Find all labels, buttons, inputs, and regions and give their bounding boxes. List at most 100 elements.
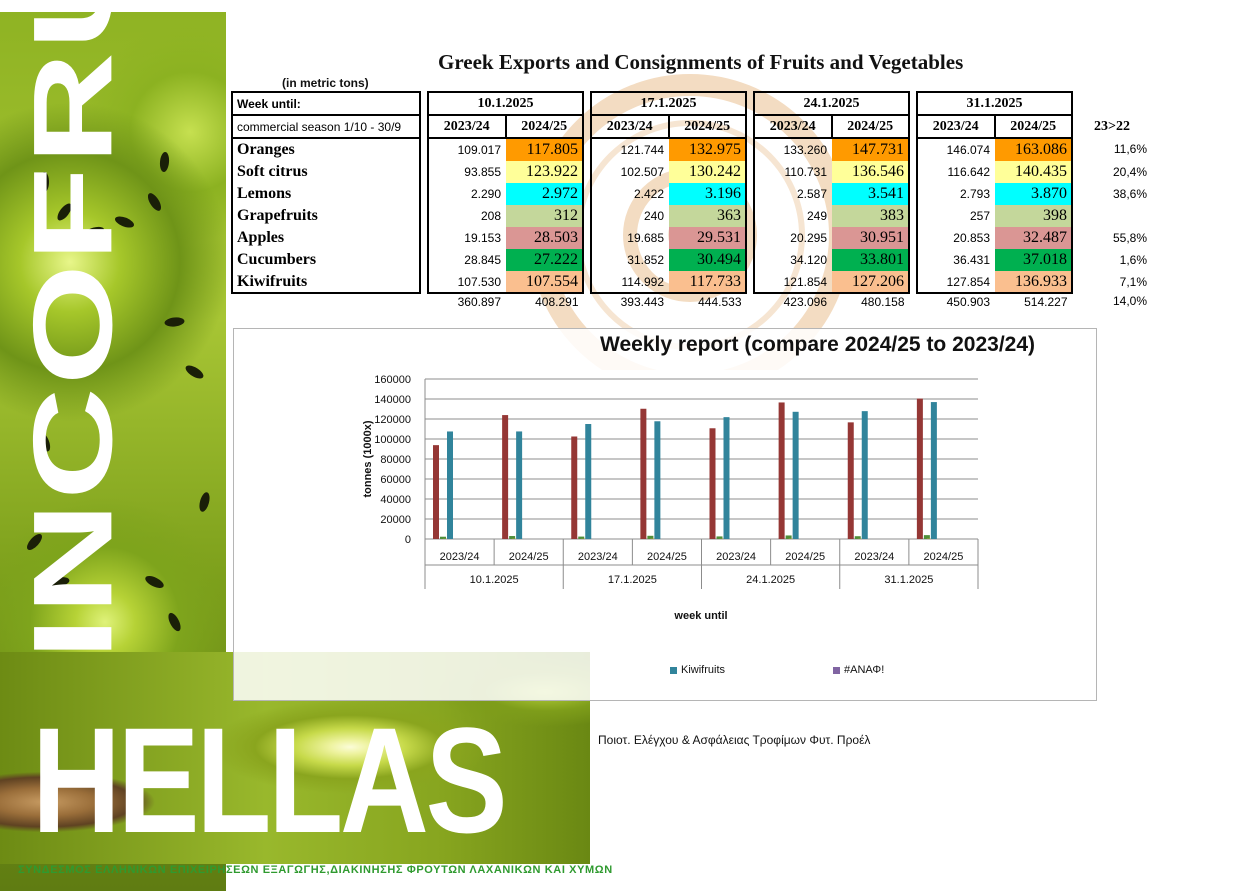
value-2024-25: 30.951 (831, 226, 910, 249)
product-name: Lemons (231, 182, 421, 205)
totals-row: 360.897 408.291 393.443 444.533 423.096 480.1… (232, 293, 1152, 310)
product-name: Apples (231, 226, 421, 249)
week-header: 31.1.2025 (916, 91, 1073, 116)
value-2024-25: 117.733 (668, 270, 747, 294)
kiwi-seed (183, 362, 206, 382)
chart-bar (516, 431, 523, 539)
value-2023-24: 121.744 (590, 138, 669, 161)
chart-bar (578, 536, 585, 539)
value-2023-24: 31.852 (590, 248, 669, 271)
value-2023-24: 28.845 (427, 248, 506, 271)
product-name: Cucumbers (231, 248, 421, 271)
legend-label: #ΑΝΑΦ! (844, 664, 885, 676)
brand-hellas-text: HELLAS (32, 696, 508, 864)
kiwi-seed (159, 151, 170, 173)
value-2023-24: 19.153 (427, 226, 506, 249)
change-value: 55,8% (1112, 230, 1147, 245)
season-header: 2023/24 (753, 114, 833, 139)
season-header: 2023/24 (427, 114, 507, 139)
value-2024-25: 123.922 (505, 160, 584, 183)
chart-bar (640, 408, 647, 539)
chart-bar (916, 398, 923, 539)
product-row: Oranges 109.017 117.805 121.744 132.975 133.2… (231, 138, 1152, 161)
value-2023-24: 257 (916, 204, 995, 227)
total-2024-25: 444.533 (698, 294, 742, 309)
product-row: Grapefruits 208 312 240 363 249 383 257 398 (231, 204, 1152, 227)
week-header: 17.1.2025 (590, 91, 747, 116)
value-2023-24: 116.642 (916, 160, 995, 183)
value-2023-24: 102.507 (590, 160, 669, 183)
weekly-bar-chart: 0 20000 40000 60000 80000 100000 120000 140000 1… (362, 374, 979, 622)
change-value: 38,6% (1112, 186, 1147, 201)
season-header-row: commercial season 1/10 - 30/9 2023/24 20… (231, 114, 1152, 139)
product-row: Kiwifruits 107.530 107.554 114.992 117.733 12… (231, 270, 1152, 294)
change-value: 7,1% (1119, 274, 1147, 289)
association-name: ΣΥΝΔΕΣΜΟΣ ΕΛΛΗΝΙΚΩΝ ΕΠΙΧΕΙΡΗΣΕΩΝ ΕΞΑΓΩΓΗ… (18, 864, 613, 876)
value-2023-24: 107.530 (427, 270, 506, 294)
x-tick-label: 2023/24 (440, 551, 480, 563)
value-2023-24: 110.731 (753, 160, 832, 183)
value-2023-24: 127.854 (916, 270, 995, 294)
kiwi-seed (40, 172, 49, 192)
chart-bar (785, 535, 792, 539)
value-2024-25: 2.972 (505, 182, 584, 205)
y-tick-label: 60000 (380, 474, 411, 486)
product-row: Apples 19.153 28.503 19.685 29.531 20.295 30.9… (231, 226, 1152, 249)
y-tick-label: 0 (405, 534, 411, 546)
value-2024-25: 107.554 (505, 270, 584, 294)
change-value: 20,4% (1112, 164, 1147, 179)
value-2023-24: 2.793 (916, 182, 995, 205)
x-axis-title: week until (673, 610, 727, 622)
value-2024-25: 28.503 (505, 226, 584, 249)
value-2024-25: 117.805 (505, 138, 584, 161)
change-header: 23>22 (1094, 118, 1130, 134)
y-tick-label: 40000 (380, 494, 411, 506)
value-2024-25: 37.018 (994, 248, 1073, 271)
value-2024-25: 132.975 (668, 138, 747, 161)
season-header: 2024/25 (504, 114, 584, 139)
chart-bar (930, 402, 937, 539)
chart-bar (778, 402, 785, 539)
x-tick-label: 2023/24 (716, 551, 756, 563)
chart-bar (923, 535, 930, 539)
value-2024-25: 163.086 (994, 138, 1073, 161)
x-tick-label: 2024/25 (509, 551, 549, 563)
y-tick-label: 140000 (374, 394, 411, 406)
value-2023-24: 36.431 (916, 248, 995, 271)
chart-bar (502, 415, 509, 539)
value-2023-24: 2.422 (590, 182, 669, 205)
week-until-label: Week until: (231, 91, 421, 116)
y-tick-label: 80000 (380, 454, 411, 466)
y-tick-label: 20000 (380, 514, 411, 526)
season-header: 2023/24 (916, 114, 996, 139)
kiwi-seed (145, 191, 164, 213)
value-2024-25: 3.870 (994, 182, 1073, 205)
value-2024-25: 147.731 (831, 138, 910, 161)
report-title: Greek Exports and Consignments of Fruits… (438, 50, 964, 74)
chart-frame (233, 328, 1097, 701)
kiwi-seed (165, 611, 184, 633)
kiwi-seed (143, 573, 166, 591)
x-group-label: 10.1.2025 (470, 574, 519, 586)
total-change: 14,0% (1112, 294, 1147, 309)
value-2023-24: 109.017 (427, 138, 506, 161)
chart-bar (440, 536, 446, 539)
value-2023-24: 20.853 (916, 226, 995, 249)
units-label: (in metric tons) (282, 76, 369, 90)
x-group-label: 24.1.2025 (746, 574, 795, 586)
product-name: Grapefruits (231, 204, 421, 227)
chart-bar (709, 428, 716, 539)
legend-swatch (670, 666, 677, 674)
value-2024-25: 140.435 (994, 160, 1073, 183)
value-2024-25: 29.531 (668, 226, 747, 249)
week-header-row: Week until: 10.1.2025 17.1.2025 24.1.202… (231, 91, 1152, 116)
season-label: commercial season 1/10 - 30/9 (231, 114, 421, 139)
value-2023-24: 133.260 (753, 138, 832, 161)
legend-item-error: #ΑΝΑΦ! (833, 664, 884, 676)
chart-title: Weekly report (compare 2024/25 to 2023/2… (600, 333, 1036, 356)
value-2023-24: 146.074 (916, 138, 995, 161)
product-name: Oranges (231, 138, 421, 161)
chart-bar (571, 436, 578, 539)
chart-bar (509, 536, 516, 539)
value-2024-25: 32.487 (994, 226, 1073, 249)
